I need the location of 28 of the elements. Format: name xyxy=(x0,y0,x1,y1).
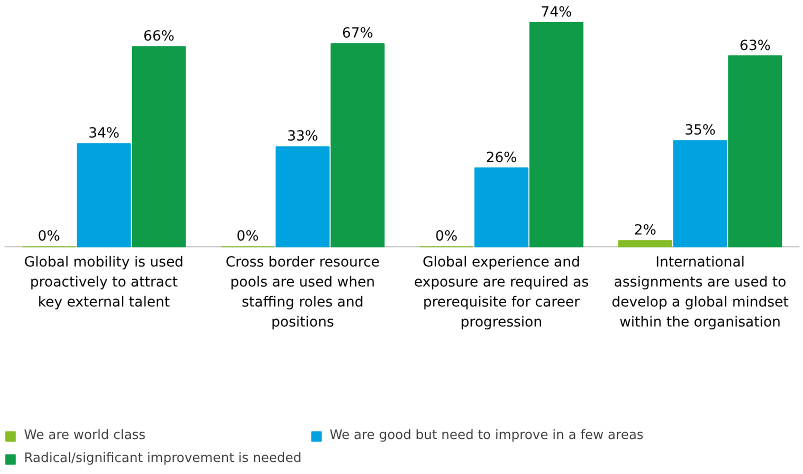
x-tick-label: Cross border resource pools are used when staffing roles and positions xyxy=(226,254,380,331)
data-label: 66% xyxy=(143,28,174,45)
bar xyxy=(618,240,672,248)
bar xyxy=(276,146,330,248)
data-label: 33% xyxy=(287,128,318,145)
bar xyxy=(673,140,728,248)
data-label: 2% xyxy=(634,222,656,239)
data-label: 0% xyxy=(435,228,458,245)
data-label: 35% xyxy=(684,122,716,139)
data-label: 74% xyxy=(540,4,572,20)
data-label: 34% xyxy=(88,126,120,142)
data-label: 0% xyxy=(38,228,60,245)
legend-label: We are world class xyxy=(24,428,146,443)
x-tick-label: Global experience and exposure are required as prerequisite for career progression xyxy=(414,254,589,331)
bar xyxy=(474,167,528,248)
bar xyxy=(529,22,584,248)
legend-label: Radical/significant improvement is needed xyxy=(24,451,302,466)
bar xyxy=(728,55,782,248)
x-tick-label: Global mobility is used proactively to attract key external talent xyxy=(24,254,184,311)
data-label: 0% xyxy=(236,228,259,245)
bar xyxy=(76,143,131,248)
legend-label: We are good but need to improve in a few areas xyxy=(330,428,644,443)
x-tick-label: International assignments are used to develop a global mindset within the organisation xyxy=(612,254,790,331)
data-label: 63% xyxy=(740,38,771,54)
bar xyxy=(330,43,385,248)
data-label: 67% xyxy=(342,26,374,42)
bar xyxy=(132,46,186,248)
data-label: 26% xyxy=(486,150,517,166)
